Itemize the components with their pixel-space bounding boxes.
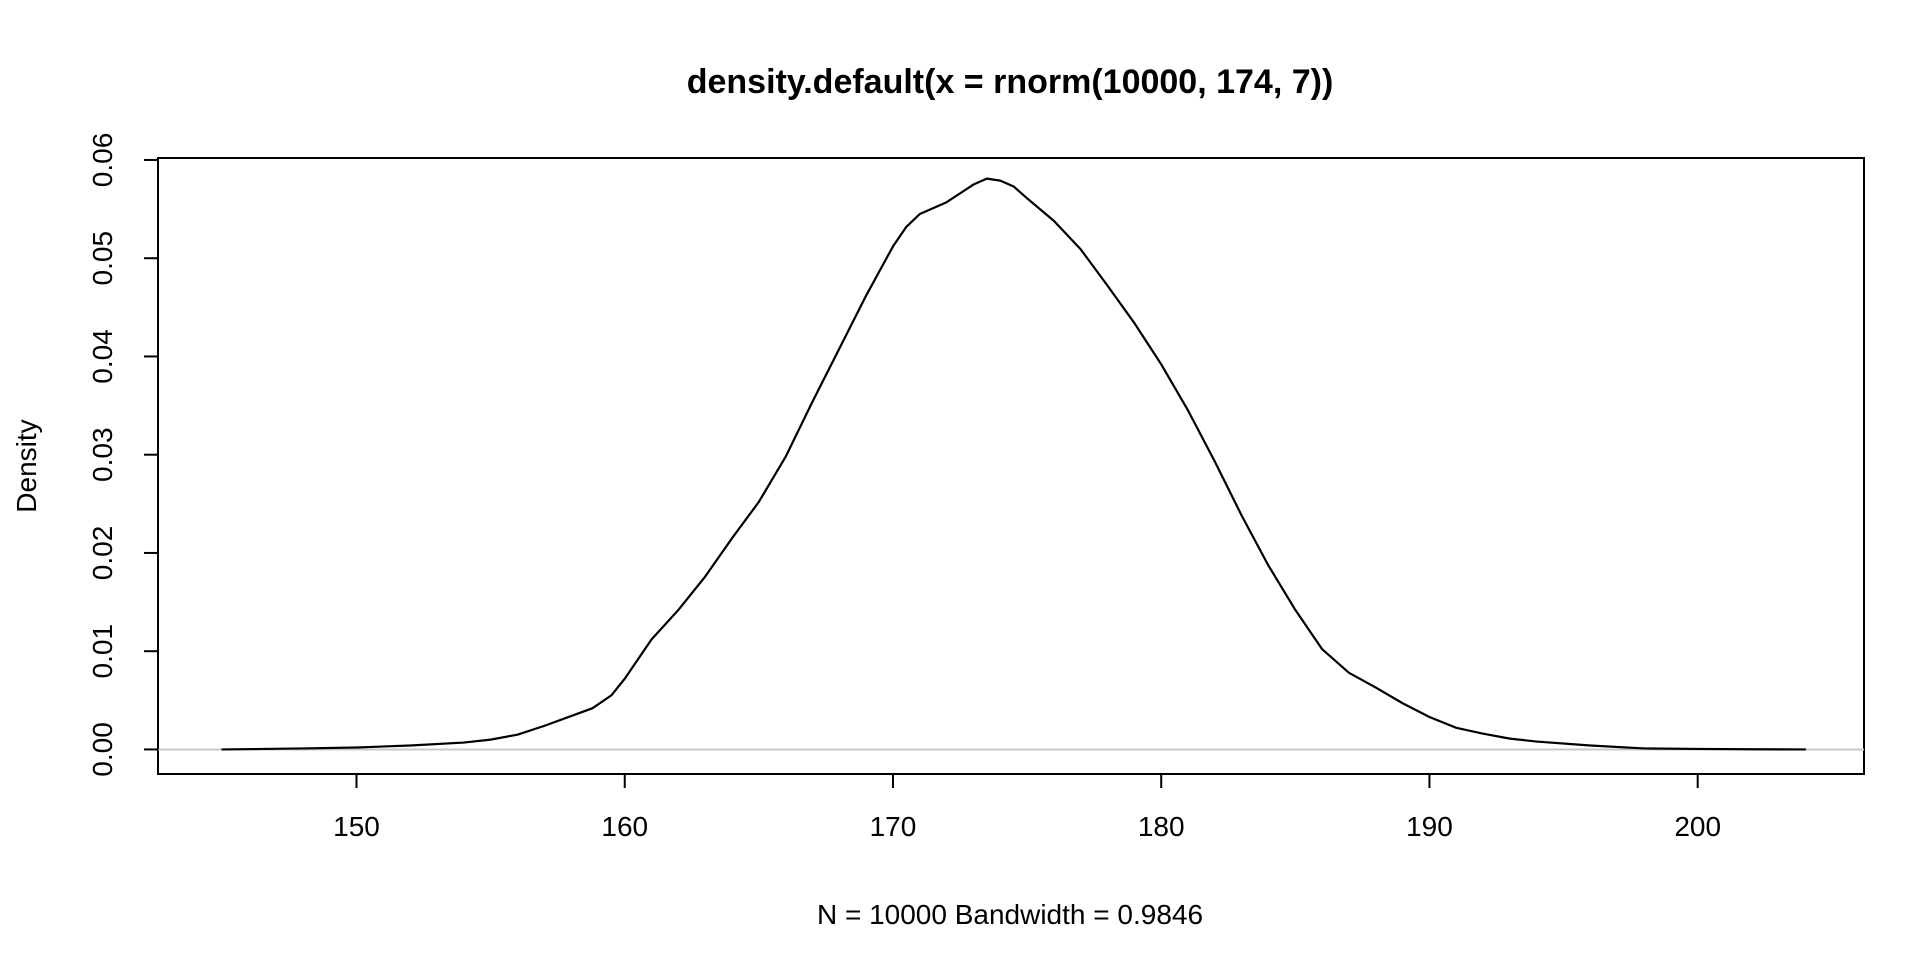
y-tick-label: 0.02 bbox=[87, 526, 118, 581]
y-tick-label: 0.00 bbox=[87, 722, 118, 777]
x-axis: 150 160 170 180 190 200 bbox=[333, 773, 1721, 842]
y-tick-label: 0.05 bbox=[87, 231, 118, 286]
x-tick-label: 180 bbox=[1138, 811, 1185, 842]
density-series-line bbox=[221, 177, 1807, 751]
y-axis-label: Density bbox=[11, 419, 42, 512]
y-axis: 0.00 0.01 0.02 0.03 0.04 0.05 0.06 bbox=[87, 133, 159, 777]
x-tick-label: 170 bbox=[870, 811, 917, 842]
x-tick-label: 190 bbox=[1406, 811, 1453, 842]
y-tick-label: 0.04 bbox=[87, 329, 118, 384]
x-tick-label: 200 bbox=[1674, 811, 1721, 842]
x-tick-label: 150 bbox=[333, 811, 380, 842]
y-tick-label: 0.01 bbox=[87, 624, 118, 679]
chart-title: density.default(x = rnorm(10000, 174, 7)… bbox=[687, 63, 1334, 101]
x-axis-label: N = 10000 Bandwidth = 0.9846 bbox=[817, 899, 1203, 930]
y-tick-label: 0.03 bbox=[87, 427, 118, 482]
x-tick-label: 160 bbox=[601, 811, 648, 842]
plot-box bbox=[157, 157, 1865, 775]
y-tick-label: 0.06 bbox=[87, 133, 118, 188]
